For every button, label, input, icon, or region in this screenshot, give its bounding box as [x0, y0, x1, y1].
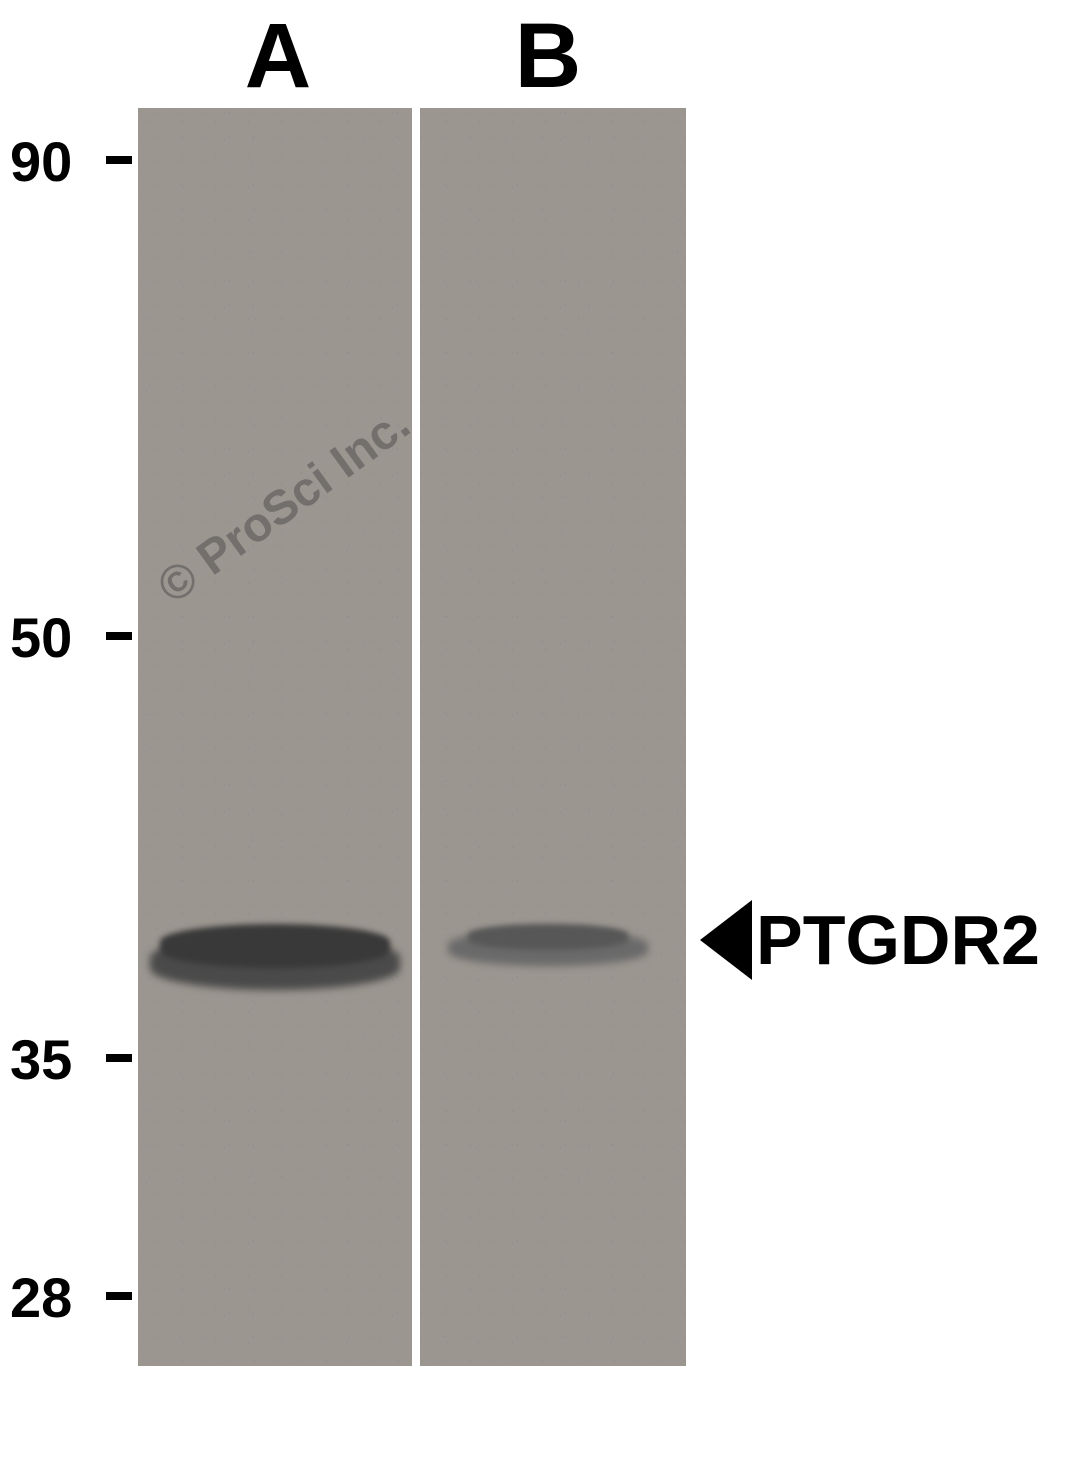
band-B [468, 924, 628, 950]
marker-tick-28 [106, 1292, 132, 1300]
lane-divider [412, 108, 420, 1366]
blot-membrane: © ProSci Inc. [138, 108, 686, 1366]
western-blot-figure: © ProSci Inc. A B 90 50 35 28 PTGDR2 [0, 0, 1080, 1481]
lane-label-A: A [232, 4, 324, 109]
band-A [160, 924, 390, 968]
arrow-left-icon [700, 900, 752, 980]
protein-band-label: PTGDR2 [700, 900, 1040, 980]
marker-tick-50 [106, 632, 132, 640]
marker-50: 50 [10, 605, 72, 670]
marker-tick-35 [106, 1054, 132, 1062]
marker-28: 28 [10, 1265, 72, 1330]
protein-name: PTGDR2 [756, 900, 1040, 980]
lane-label-B: B [502, 4, 594, 109]
marker-35: 35 [10, 1027, 72, 1092]
marker-tick-90 [106, 156, 132, 164]
marker-90: 90 [10, 129, 72, 194]
